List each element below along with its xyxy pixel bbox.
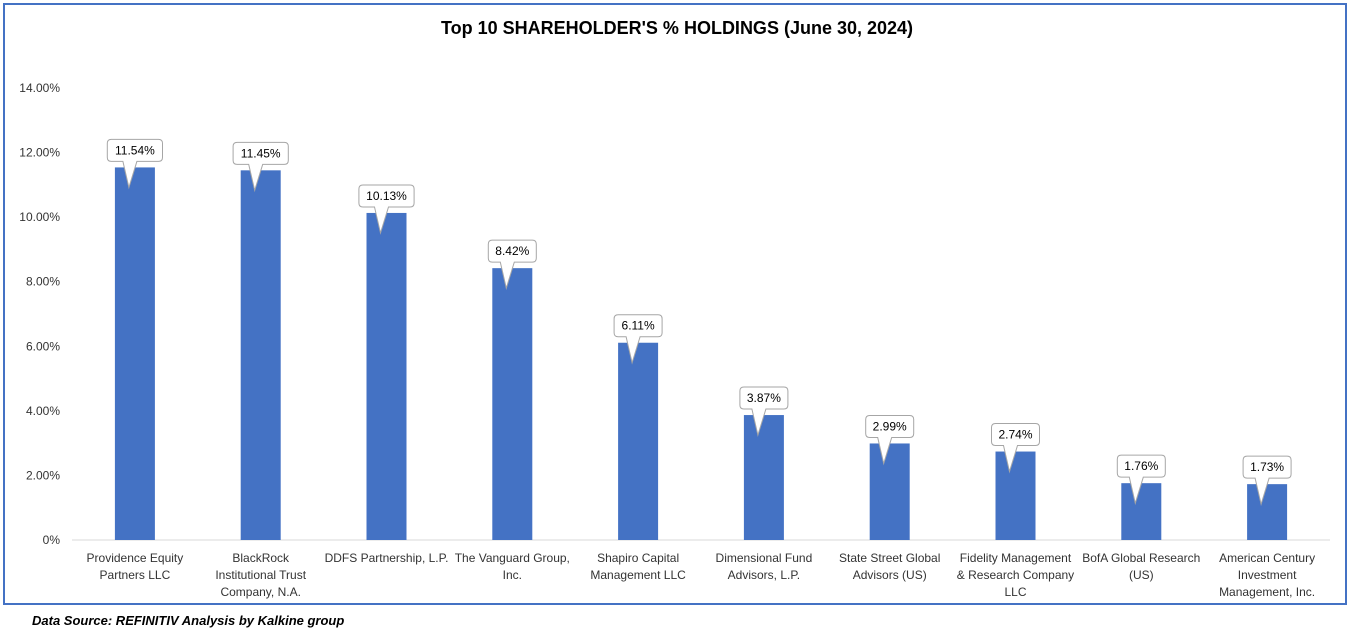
chart-title: Top 10 SHAREHOLDER'S % HOLDINGS (June 30… xyxy=(440,18,914,38)
bar xyxy=(743,415,784,540)
data-label-callout xyxy=(1242,455,1292,507)
data-label-callout xyxy=(613,314,663,365)
bar xyxy=(492,268,533,540)
data-label: 1.76% xyxy=(1124,459,1158,473)
bar xyxy=(114,167,155,540)
bar xyxy=(240,170,281,541)
x-tick-label: State Street Global Advisors (US) xyxy=(839,551,940,582)
data-label-callout xyxy=(865,414,915,466)
y-tick-label: 12.00% xyxy=(19,146,60,160)
y-tick-label: 14.00% xyxy=(19,81,60,95)
data-label-callout xyxy=(1116,454,1166,506)
x-tick-label: Providence Equity Partners LLC xyxy=(87,551,184,582)
data-label: 11.45% xyxy=(241,146,281,160)
data-label-callout xyxy=(106,138,163,190)
x-tick-label: The Vanguard Group, Inc. xyxy=(455,551,570,582)
bar xyxy=(1247,484,1288,540)
x-tick-label: American Century Investment Management, In… xyxy=(1219,551,1315,599)
y-tick-label: 0% xyxy=(43,533,61,547)
data-label: 11.54% xyxy=(115,143,155,157)
x-tick-label: Fidelity Management & Research Company LLC xyxy=(957,551,1074,599)
bar xyxy=(995,451,1036,540)
data-label-callout xyxy=(232,141,289,193)
data-label: 1.73% xyxy=(1250,460,1284,474)
data-label-callout xyxy=(991,423,1040,474)
data-label: 10.13% xyxy=(366,189,407,203)
y-tick-label: 2.00% xyxy=(26,468,60,482)
y-tick-label: 8.00% xyxy=(26,275,60,289)
data-label-callout xyxy=(739,386,789,437)
bar xyxy=(1121,483,1162,540)
y-tick-label: 10.00% xyxy=(19,210,60,224)
x-tick-label: BlackRock Institutional Trust Company, N.A… xyxy=(215,551,306,599)
x-tick-label: Shapiro Capital Management LLC xyxy=(590,551,686,582)
data-label-callout xyxy=(487,239,537,291)
bar xyxy=(366,212,407,540)
data-label: 2.74% xyxy=(998,428,1032,442)
x-tick-label: Dimensional Fund Advisors, L.P. xyxy=(716,551,813,582)
data-label: 3.87% xyxy=(747,391,781,405)
x-tick-label: BofA Global Research (US) xyxy=(1082,551,1200,582)
data-label: 2.99% xyxy=(873,419,907,433)
y-tick-label: 4.00% xyxy=(26,404,60,418)
data-label-callout xyxy=(358,184,415,235)
data-source-note: Data Source: REFINITIV Analysis by Kalki… xyxy=(32,613,345,628)
bar xyxy=(618,342,659,540)
data-label: 6.11% xyxy=(622,319,655,333)
data-label: 8.42% xyxy=(495,244,529,258)
bar xyxy=(869,443,910,540)
y-tick-label: 6.00% xyxy=(26,339,60,353)
x-tick-label: DDFS Partnership, L.P. xyxy=(325,551,449,565)
